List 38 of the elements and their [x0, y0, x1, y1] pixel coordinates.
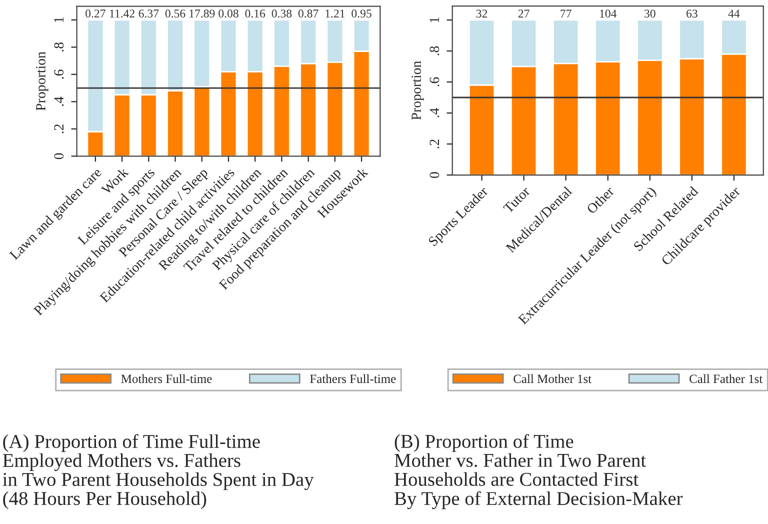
annotation: 1.21 — [326, 10, 345, 18]
y-tick-label: .8 — [54, 42, 64, 52]
y-tick-label: 0 — [54, 153, 64, 160]
legend-label: Call Mother 1st — [514, 374, 592, 384]
annotation: 44 — [728, 10, 740, 18]
y-axis-title: Proportion — [36, 52, 48, 111]
y-tick-label: .2 — [430, 140, 440, 148]
annotation: 17.89 — [190, 10, 215, 18]
y-tick-label: 0 — [430, 172, 440, 178]
annotation: 0.08 — [218, 10, 238, 18]
y-tick-label: .6 — [54, 70, 64, 79]
annotation: 0.16 — [245, 10, 266, 18]
annotation: 6.37 — [138, 10, 159, 18]
annotation: 77 — [560, 10, 572, 18]
annotation: 11.42 — [110, 10, 134, 18]
annotation: 32 — [476, 10, 488, 18]
text: (B) Proportion of Time Mother vs. Father in Two Parent Households are Contacted First By Type of External Decision-Maker — [394, 434, 683, 510]
annotation: 104 — [600, 10, 617, 18]
y-tick-label: .4 — [430, 108, 440, 118]
text: (A) Proportion of Time Full-time Employed Mothers vs. Fathers in Two Parent Households Spent in Day (48 Hours Per Household) — [2, 434, 314, 510]
annotation: 0.87 — [298, 10, 318, 18]
annotation: 0.38 — [272, 10, 292, 18]
annotation: 30 — [644, 10, 656, 18]
annotation: 0.95 — [352, 10, 372, 18]
legend-label: Fathers Full-time — [310, 374, 396, 384]
y-tick-label: .2 — [54, 124, 64, 134]
legend-label: Call Father 1st — [690, 374, 763, 384]
y-tick-label: .8 — [430, 46, 440, 56]
annotation: 0.27 — [86, 10, 106, 18]
legend-label: Mothers Full-time — [121, 374, 212, 384]
y-tick-label: 1 — [54, 17, 64, 22]
y-tick-label: .4 — [54, 96, 64, 106]
y-axis-title: Proportion — [412, 61, 424, 120]
annotation: 27 — [518, 10, 530, 18]
annotation: 0.56 — [165, 10, 186, 18]
y-tick-label: 1 — [430, 17, 439, 22]
annotation: 63 — [686, 10, 698, 18]
y-tick-label: .6 — [430, 77, 440, 86]
